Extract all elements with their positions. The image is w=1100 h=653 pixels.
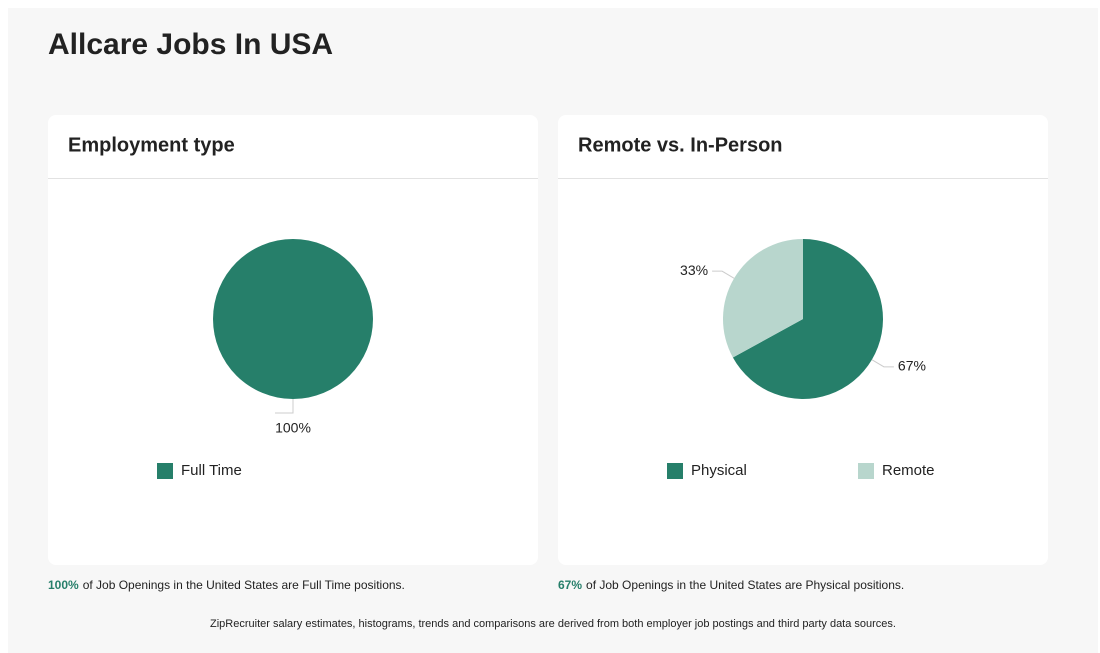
leader-line xyxy=(275,399,294,414)
data-label: 100% xyxy=(275,420,311,436)
legend-label: Physical xyxy=(691,462,747,479)
caption: 100% of Job Openings in the United States… xyxy=(48,578,405,592)
caption-highlight: 100% xyxy=(48,578,79,592)
caption-text: of Job Openings in the United States are… xyxy=(586,578,904,592)
caption-text: of Job Openings in the United States are… xyxy=(83,578,405,592)
pie-slice xyxy=(732,239,883,399)
pie-slice xyxy=(722,239,803,358)
legend-label: Full Time xyxy=(181,462,242,479)
data-label: 33% xyxy=(680,262,708,278)
legend-swatch xyxy=(667,463,683,479)
leader-line xyxy=(871,359,894,368)
pie-slice xyxy=(213,239,373,399)
caption-highlight: 67% xyxy=(558,578,582,592)
card-title: Remote vs. In-Person xyxy=(578,134,783,156)
leader-line xyxy=(712,270,735,279)
legend-swatch xyxy=(858,463,874,479)
footer-note: ZipRecruiter salary estimates, histogram… xyxy=(210,618,896,630)
legend-swatch xyxy=(157,463,173,479)
legend-label: Remote xyxy=(882,462,935,479)
caption: 67% of Job Openings in the United States … xyxy=(558,578,904,592)
card-title: Employment type xyxy=(68,134,235,156)
page-title: Allcare Jobs In USA xyxy=(48,28,333,61)
data-label: 67% xyxy=(898,358,926,374)
